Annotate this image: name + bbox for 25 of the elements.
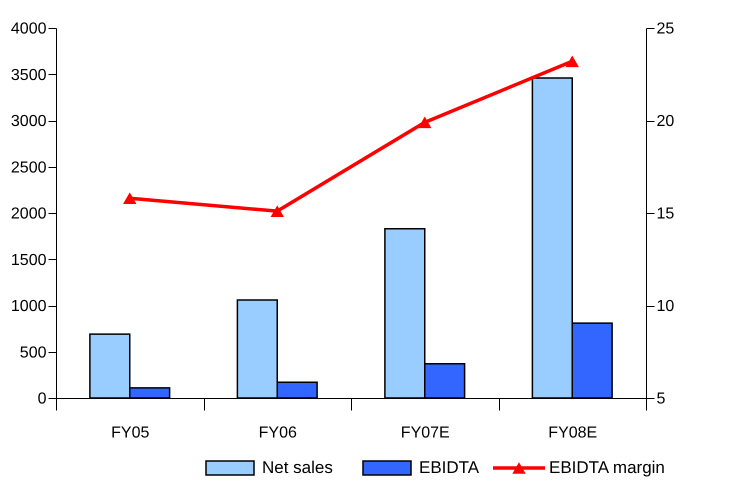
y2-tick-label: 20 — [656, 113, 674, 130]
y-tick-label: 1500 — [10, 252, 47, 269]
y-tick-label: 3000 — [10, 113, 47, 130]
x-tick-label: FY08E — [548, 424, 598, 442]
y-tick-label: 2000 — [10, 206, 47, 222]
legend-label: EBIDTA margin — [549, 458, 665, 477]
point — [270, 205, 284, 217]
y-tick-label: 3500 — [10, 66, 47, 84]
point — [418, 116, 432, 128]
legend-label: EBIDTA — [419, 458, 480, 477]
y-tick-label: 4000 — [10, 20, 47, 38]
legend-label: Net sales — [262, 458, 333, 477]
x-tick-label: FY06 — [258, 424, 297, 442]
x-tick-label: FY05 — [111, 424, 150, 442]
y-tick-label: 0 — [38, 390, 47, 408]
y2-tick-label: 15 — [656, 206, 674, 222]
y2-tick-label: 10 — [656, 298, 674, 315]
y2-tick-label: 5 — [656, 390, 666, 408]
point — [566, 55, 579, 68]
x-tick-label: FY07E — [400, 424, 450, 442]
y-tick-label: 2500 — [10, 159, 47, 176]
y2-tick-label: 25 — [656, 20, 674, 38]
y-tick-label: 500 — [20, 344, 47, 362]
y-tick-label: 1000 — [10, 298, 47, 315]
point — [123, 192, 136, 204]
